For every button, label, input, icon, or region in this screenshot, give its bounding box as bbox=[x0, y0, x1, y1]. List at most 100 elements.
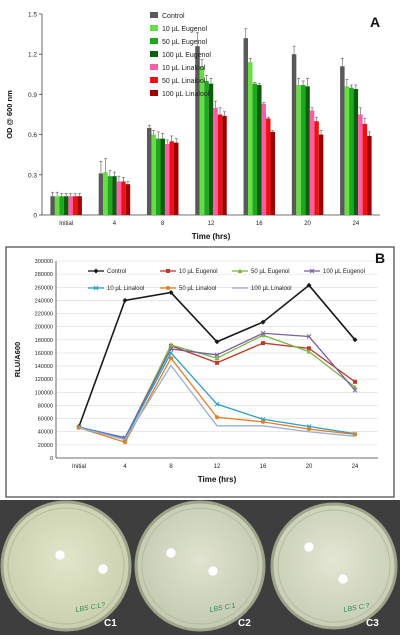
x-tick-label: 24 bbox=[353, 221, 360, 227]
petri-dish bbox=[0, 500, 132, 632]
x-tick-label: Initial bbox=[59, 221, 73, 227]
data-point bbox=[166, 269, 170, 273]
legend-label: 50 µL Eugenol bbox=[162, 39, 207, 46]
bar bbox=[349, 87, 354, 215]
data-point bbox=[214, 339, 220, 345]
legend-label: 100 µL Linalool bbox=[251, 286, 292, 292]
filter-disc bbox=[97, 563, 109, 575]
panel-label-b: B bbox=[375, 250, 385, 266]
bar bbox=[309, 110, 315, 215]
bar bbox=[257, 85, 262, 216]
legend-label: 100 µL Linalool bbox=[162, 91, 210, 98]
data-point bbox=[215, 415, 219, 420]
petri-dish bbox=[134, 500, 266, 632]
legend-label: 10 µL Eugenol bbox=[162, 26, 207, 33]
data-point bbox=[93, 268, 99, 274]
bar bbox=[164, 143, 170, 215]
data-point bbox=[260, 319, 266, 325]
bar bbox=[98, 173, 104, 215]
petri-dish-rim bbox=[141, 507, 259, 625]
bar bbox=[72, 196, 78, 215]
bar bbox=[121, 181, 126, 215]
panel-b-frame bbox=[5, 246, 395, 498]
bar bbox=[160, 138, 165, 215]
line-chart-svg: 0 20000 40000 60000 80000 100000 120000 140000 1… bbox=[5, 246, 395, 498]
filter-disc bbox=[207, 565, 219, 577]
legend-label: 50 µL Eugenol bbox=[251, 269, 290, 275]
bar bbox=[155, 138, 161, 215]
plate-handwriting: LBS C:? bbox=[343, 603, 370, 614]
x-axis-label: Time (hrs) bbox=[192, 232, 231, 241]
legend-label: 50 µL Linalool bbox=[162, 78, 206, 85]
data-point bbox=[237, 268, 243, 273]
x-tick-label: 16 bbox=[260, 464, 267, 470]
data-point bbox=[309, 268, 315, 274]
bar bbox=[116, 181, 122, 215]
y-tick-label: 1.2 bbox=[28, 52, 37, 59]
legend-label: Control bbox=[107, 269, 126, 275]
x-tick-label: 12 bbox=[214, 464, 221, 470]
data-point bbox=[261, 419, 265, 424]
bar bbox=[169, 141, 174, 215]
data-point bbox=[306, 349, 312, 354]
legend-swatch bbox=[150, 51, 158, 57]
data-point bbox=[353, 379, 357, 384]
dish-label-c1: C1 bbox=[104, 618, 117, 629]
legend-label: 10 µL Linalool bbox=[107, 286, 144, 292]
filter-disc bbox=[303, 541, 315, 553]
legend-label: 10 µL Eugenol bbox=[179, 269, 218, 275]
bar-chart-svg: 0 0.3 0.6 0.9 1.2 1.5 Initial 4 8 12 16 20 24 Time (h… bbox=[0, 0, 400, 245]
legend-swatch bbox=[150, 12, 158, 18]
data-point bbox=[260, 332, 266, 338]
petri-dish-photos: LBS C:L? LBS C:1 LBS C:? bbox=[0, 500, 398, 632]
legend-label: 100 µL Eugenol bbox=[323, 269, 365, 275]
y-tick-label: 240000 bbox=[35, 298, 53, 304]
series-line bbox=[78, 364, 356, 441]
panel-a-bar-chart: 0 0.3 0.6 0.9 1.2 1.5 Initial 4 8 12 16 20 24 Time (h… bbox=[0, 0, 400, 245]
bar bbox=[195, 46, 200, 215]
legend-swatch bbox=[150, 25, 158, 31]
bar bbox=[296, 85, 301, 216]
bar bbox=[270, 131, 276, 215]
x-axis-label: Time (hrs) bbox=[198, 475, 237, 484]
data-point bbox=[122, 297, 128, 303]
x-tick-label: 4 bbox=[113, 221, 117, 227]
panel-label-a: A bbox=[370, 14, 380, 30]
data-point bbox=[168, 350, 174, 356]
bar bbox=[305, 86, 310, 215]
x-tick-label: 12 bbox=[208, 221, 215, 227]
data-point bbox=[93, 285, 99, 291]
bar bbox=[50, 196, 55, 215]
legend-label: Control bbox=[162, 13, 185, 20]
y-tick-label: 100000 bbox=[35, 390, 53, 396]
y-tick-label: 180000 bbox=[35, 338, 53, 344]
plate-handwriting: LBS C:1 bbox=[209, 603, 236, 614]
petri-dish-rim bbox=[277, 509, 391, 623]
petri-dish bbox=[270, 502, 398, 630]
legend-swatch bbox=[150, 77, 158, 83]
bar bbox=[199, 66, 205, 215]
data-point bbox=[306, 282, 312, 288]
data-point bbox=[215, 360, 219, 365]
legend-label: 10 µL Linalool bbox=[162, 65, 206, 72]
data-point bbox=[214, 352, 220, 358]
x-tick-label: 8 bbox=[169, 464, 173, 470]
data-point bbox=[352, 337, 358, 343]
data-point bbox=[214, 401, 220, 407]
data-point bbox=[306, 334, 312, 339]
filter-disc bbox=[337, 573, 349, 585]
y-tick-label: 140000 bbox=[35, 364, 53, 370]
y-tick-label: 40000 bbox=[38, 430, 53, 436]
bar bbox=[112, 176, 117, 215]
bar bbox=[314, 121, 319, 215]
bar bbox=[252, 83, 258, 216]
x-tick-label: 20 bbox=[304, 221, 311, 227]
bar bbox=[54, 196, 60, 215]
data-point bbox=[168, 346, 174, 352]
data-point bbox=[123, 440, 127, 445]
y-tick-label: 20000 bbox=[38, 443, 53, 449]
petri-dish-rim bbox=[7, 507, 125, 625]
panel-c-petri-dishes: LBS C:L? LBS C:1 LBS C:? C1 C2 C3 bbox=[0, 500, 400, 635]
bar bbox=[362, 123, 368, 215]
x-tick-label: 4 bbox=[123, 464, 127, 470]
